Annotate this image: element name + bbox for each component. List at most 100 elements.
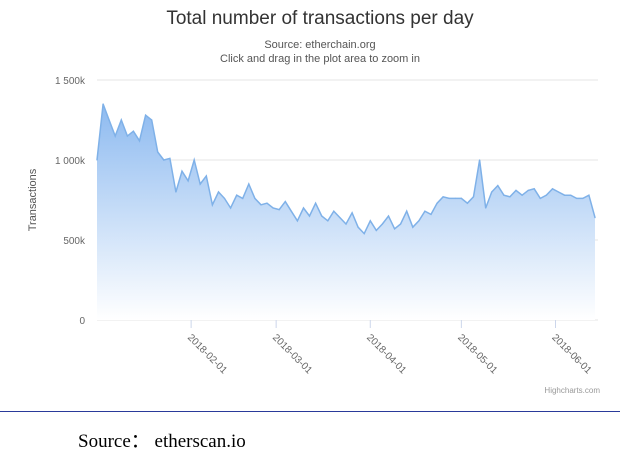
data-point[interactable] <box>570 194 572 196</box>
data-point[interactable] <box>466 202 468 204</box>
data-point[interactable] <box>284 201 286 203</box>
chart-title: Total number of transactions per day <box>166 8 474 29</box>
data-point[interactable] <box>193 159 195 161</box>
data-point[interactable] <box>412 226 414 228</box>
x-tick-label: 2018-02-01 <box>185 332 229 376</box>
data-point[interactable] <box>114 135 116 137</box>
data-point[interactable] <box>321 215 323 217</box>
data-point[interactable] <box>387 215 390 217</box>
data-point[interactable] <box>400 223 402 225</box>
data-point[interactable] <box>564 194 566 196</box>
data-point[interactable] <box>187 180 189 182</box>
data-point[interactable] <box>424 210 426 212</box>
data-point[interactable] <box>357 226 359 228</box>
chart-subtitle: Source: etherchain.org Click and drag in… <box>0 38 640 66</box>
data-point[interactable] <box>594 217 596 219</box>
data-point[interactable] <box>454 197 456 199</box>
data-point[interactable] <box>539 197 541 199</box>
data-point[interactable] <box>345 223 347 225</box>
data-point[interactable] <box>126 135 128 137</box>
data-point[interactable] <box>199 183 201 185</box>
data-point[interactable] <box>491 191 493 193</box>
x-tick-label: 2018-03-01 <box>270 332 314 376</box>
data-point[interactable] <box>557 191 560 193</box>
data-point[interactable] <box>175 191 177 193</box>
data-point[interactable] <box>448 197 450 199</box>
series-layer <box>96 103 596 320</box>
data-point[interactable] <box>290 210 292 212</box>
data-point[interactable] <box>533 188 535 190</box>
data-point[interactable] <box>485 207 487 209</box>
data-point[interactable] <box>254 197 256 199</box>
data-point[interactable] <box>515 189 517 191</box>
y-tick-label: 0 <box>79 316 85 327</box>
data-point[interactable] <box>394 228 396 230</box>
y-tick-label: 500k <box>63 236 86 247</box>
data-point[interactable] <box>242 197 244 199</box>
data-point[interactable] <box>509 196 511 198</box>
data-point[interactable] <box>333 210 335 212</box>
data-point[interactable] <box>503 194 505 196</box>
data-point[interactable] <box>102 103 104 105</box>
data-point[interactable] <box>472 196 475 198</box>
data-point[interactable] <box>381 223 383 225</box>
series-area-fill <box>97 104 595 320</box>
data-point[interactable] <box>278 209 280 211</box>
data-point[interactable] <box>260 204 262 206</box>
data-point[interactable] <box>163 159 165 161</box>
data-point[interactable] <box>436 202 438 204</box>
data-point[interactable] <box>582 197 584 199</box>
data-point[interactable] <box>576 197 578 199</box>
data-point[interactable] <box>545 194 548 196</box>
data-point[interactable] <box>375 229 377 231</box>
subtitle-source: Source: etherchain.org <box>264 39 376 51</box>
data-point[interactable] <box>418 220 420 222</box>
data-point[interactable] <box>145 114 147 116</box>
data-point[interactable] <box>430 213 432 215</box>
data-point[interactable] <box>248 183 250 185</box>
data-point[interactable] <box>369 220 371 222</box>
data-point[interactable] <box>108 119 110 121</box>
data-point[interactable] <box>315 202 317 204</box>
data-point[interactable] <box>527 189 529 191</box>
data-point[interactable] <box>230 207 232 209</box>
data-point[interactable] <box>96 159 98 161</box>
data-point[interactable] <box>406 210 408 212</box>
chart-area[interactable]: 0 500k 1 000k 1 500k Transactions 2018-02-0… <box>0 0 640 410</box>
data-point[interactable] <box>211 204 213 206</box>
data-point[interactable] <box>479 159 481 161</box>
data-point[interactable] <box>302 207 305 209</box>
data-point[interactable] <box>460 197 462 199</box>
data-point[interactable] <box>169 157 171 159</box>
data-point[interactable] <box>205 175 207 177</box>
data-point[interactable] <box>296 220 298 222</box>
data-point[interactable] <box>272 207 274 209</box>
data-point[interactable] <box>132 130 134 132</box>
data-point[interactable] <box>308 215 311 217</box>
x-tick-label: 2018-05-01 <box>455 332 499 376</box>
data-point[interactable] <box>497 185 499 187</box>
source-caption: Source： etherscan.io <box>78 431 246 452</box>
data-point[interactable] <box>151 119 153 121</box>
x-axis-ticks: 2018-02-01 2018-03-01 2018-04-01 2018-05-01… <box>185 320 594 377</box>
data-point[interactable] <box>363 233 365 235</box>
data-point[interactable] <box>120 119 122 121</box>
y-tick-label: 1 500k <box>55 76 86 87</box>
data-point[interactable] <box>223 197 226 199</box>
x-tick-label: 2018-04-01 <box>364 332 408 376</box>
data-point[interactable] <box>442 196 444 198</box>
data-point[interactable] <box>138 140 141 142</box>
data-point[interactable] <box>339 217 341 219</box>
data-point[interactable] <box>181 170 183 172</box>
data-point[interactable] <box>521 194 523 196</box>
data-point[interactable] <box>217 191 220 193</box>
y-axis-label: Transactions <box>27 168 39 231</box>
data-point[interactable] <box>236 194 238 196</box>
data-point[interactable] <box>157 151 159 153</box>
credits-link[interactable]: Highcharts.com <box>544 386 600 395</box>
data-point[interactable] <box>327 220 329 222</box>
data-point[interactable] <box>551 188 554 190</box>
data-point[interactable] <box>588 194 590 196</box>
data-point[interactable] <box>266 202 268 204</box>
data-point[interactable] <box>351 212 353 214</box>
